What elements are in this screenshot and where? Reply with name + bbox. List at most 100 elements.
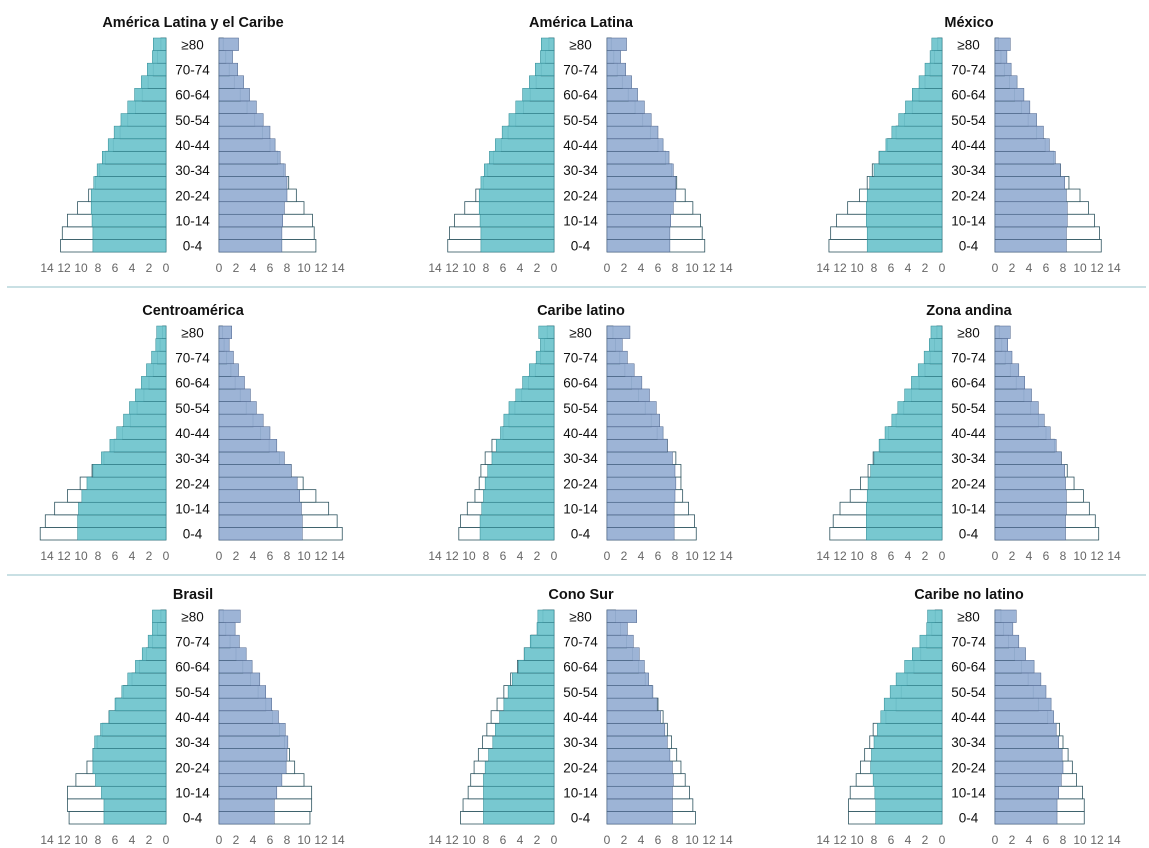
panel-title: América Latina	[529, 15, 634, 31]
x-tick-label-right: 4	[1026, 261, 1033, 275]
bar-fill-left	[512, 672, 555, 686]
bar-fill-left	[129, 401, 167, 415]
x-tick-label-right: 10	[297, 261, 311, 275]
x-tick-label-left: 8	[95, 549, 102, 563]
x-tick-label-right: 14	[719, 261, 733, 275]
bar-fill-left	[135, 660, 167, 674]
age-group-label: 60-64	[951, 660, 986, 675]
x-tick-label-left: 2	[146, 833, 153, 847]
bar-fill-left	[121, 685, 167, 699]
x-tick-label-right: 2	[233, 833, 240, 847]
x-tick-label-left: 10	[74, 261, 88, 275]
bar-fill-right	[994, 350, 1013, 365]
bar-fill-right	[994, 125, 1044, 139]
bar-fill-right	[218, 660, 253, 674]
bar-fill-right	[606, 476, 677, 490]
bar-fill-right	[606, 735, 668, 749]
bar-fill-right	[218, 239, 283, 253]
bar-fill-right	[606, 811, 673, 825]
bar-fill-right	[606, 426, 664, 440]
bar-fill-left	[127, 672, 167, 686]
bar-fill-left	[529, 634, 555, 649]
x-tick-label-right: 2	[233, 549, 240, 563]
x-tick-label-left: 0	[163, 549, 170, 563]
bar-fill-left	[918, 75, 943, 89]
bar-fill-right	[218, 75, 244, 89]
age-group-label: 0-4	[959, 527, 979, 542]
bar-fill-right	[218, 672, 261, 686]
bar-fill-right	[606, 464, 676, 478]
x-tick-label-right: 6	[655, 549, 662, 563]
x-tick-label-left: 4	[905, 549, 912, 563]
bar-fill-right	[606, 100, 645, 114]
age-group-label: 0-4	[959, 811, 979, 826]
bar-fill-left	[495, 439, 555, 453]
bar-fill-right	[994, 609, 1017, 623]
bar-fill-right	[994, 226, 1067, 240]
age-group-label: 30-34	[951, 451, 986, 466]
x-tick-label-left: 4	[905, 261, 912, 275]
x-tick-label-left: 4	[517, 549, 524, 563]
bar-fill-left	[483, 798, 555, 812]
x-tick-label-left: 0	[551, 549, 558, 563]
bar-fill-left	[103, 811, 167, 825]
bar-fill-left	[874, 785, 943, 800]
bar-fill-right	[218, 88, 250, 102]
age-group-label: 40-44	[175, 138, 210, 153]
bar-fill-left	[101, 451, 167, 465]
age-group-label: 30-34	[951, 735, 986, 750]
bar-fill-left	[869, 176, 943, 190]
age-group-label: 40-44	[951, 710, 986, 725]
age-group-label: 40-44	[175, 426, 210, 441]
bar-fill-left	[77, 527, 167, 541]
x-tick-label-left: 10	[850, 833, 864, 847]
bar-fill-right	[606, 710, 661, 724]
bar-fill-right	[218, 188, 288, 202]
bar-fill-left	[927, 609, 943, 623]
age-group-label: 30-34	[563, 163, 598, 178]
bar-fill-right	[218, 622, 236, 636]
x-tick-label-left: 8	[95, 833, 102, 847]
bar-fill-right	[606, 75, 632, 89]
bar-fill-left	[875, 798, 943, 812]
bar-fill-left	[95, 773, 167, 787]
x-tick-label-left: 4	[517, 833, 524, 847]
bar-fill-left	[90, 201, 167, 215]
bar-fill-left	[116, 426, 167, 440]
bar-fill-right	[218, 213, 283, 228]
bar-fill-left	[86, 476, 167, 490]
x-tick-label-left: 6	[112, 549, 119, 563]
bar-fill-left	[134, 88, 167, 102]
bar-fill-left	[891, 125, 943, 139]
x-tick-label-right: 12	[314, 833, 328, 847]
x-tick-label-right: 0	[992, 261, 999, 275]
bar-fill-right	[606, 88, 638, 102]
x-tick-label-right: 4	[250, 833, 257, 847]
bar-fill-right	[218, 413, 264, 427]
bar-fill-right	[218, 113, 264, 127]
bar-fill-left	[911, 376, 943, 390]
x-tick-label-left: 6	[888, 833, 895, 847]
x-tick-label-right: 6	[655, 261, 662, 275]
age-group-label: 60-64	[175, 660, 210, 675]
bar-fill-right	[606, 647, 640, 661]
x-tick-label-left: 4	[905, 833, 912, 847]
age-group-label: 60-64	[175, 376, 210, 391]
bar-fill-left	[478, 201, 555, 215]
x-tick-label-right: 8	[1060, 261, 1067, 275]
bar-fill-left	[867, 476, 943, 490]
age-group-label: 10-14	[563, 502, 598, 517]
bar-fill-right	[994, 527, 1066, 541]
x-tick-label-right: 6	[267, 833, 274, 847]
x-tick-label-right: 14	[331, 833, 345, 847]
bar-fill-right	[606, 527, 675, 541]
x-tick-label-right: 4	[638, 261, 645, 275]
bar-fill-left	[508, 113, 555, 127]
x-tick-label-right: 8	[672, 549, 679, 563]
x-tick-label-right: 8	[284, 549, 291, 563]
age-group-label: ≥80	[957, 609, 979, 624]
bar-fill-left	[151, 350, 167, 365]
x-tick-label-right: 2	[621, 549, 628, 563]
x-tick-label-right: 4	[638, 833, 645, 847]
bar-fill-left	[524, 647, 555, 661]
